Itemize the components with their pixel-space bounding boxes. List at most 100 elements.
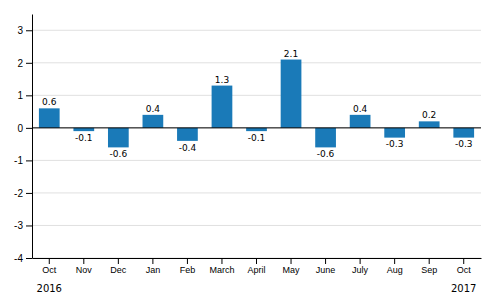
y-tick-label: -4 xyxy=(14,253,23,264)
data-label: -0.6 xyxy=(110,149,128,159)
x-tick-label: Sep xyxy=(421,265,437,275)
x-axis: Oct Nov Dec Jan Feb March April May June July Aug S… xyxy=(33,258,482,275)
x-tick: Jan xyxy=(146,258,161,275)
x-tick-mark xyxy=(360,258,361,264)
x-tick-label: Oct xyxy=(42,265,57,275)
data-label: 0.4 xyxy=(353,104,368,114)
x-tick: June xyxy=(316,258,336,275)
bar xyxy=(419,121,440,128)
y-tick: -1 xyxy=(14,155,32,166)
y-tick-mark xyxy=(26,30,32,31)
x-tick-mark xyxy=(325,258,326,264)
x-tick-label: July xyxy=(352,265,369,275)
x-tick-label: Oct xyxy=(457,265,472,275)
x-tick: May xyxy=(283,258,301,275)
y-tick-mark xyxy=(26,193,32,194)
year-label: 2017 xyxy=(451,283,476,294)
chart: -4 -3 -2 -1 0 1 2 3 Oct Nov Dec Jan Feb March April May… xyxy=(0,0,491,302)
data-label: 0.4 xyxy=(146,104,161,114)
bar xyxy=(108,128,129,148)
x-tick: Sep xyxy=(421,258,437,275)
x-tick-mark xyxy=(221,258,222,264)
x-tick: Oct xyxy=(457,258,472,275)
x-tick-label: April xyxy=(247,265,265,275)
y-tick-mark xyxy=(26,95,32,96)
grid-line xyxy=(32,95,481,96)
y-tick: 0 xyxy=(17,123,32,134)
y-tick-mark xyxy=(26,63,32,64)
x-tick-mark xyxy=(187,258,188,264)
bar xyxy=(177,128,198,141)
data-label: -0.3 xyxy=(455,139,473,149)
plot: -4 -3 -2 -1 0 1 2 3 Oct Nov Dec Jan Feb March April May… xyxy=(14,15,481,295)
x-tick: Aug xyxy=(387,258,403,275)
y-tick: -3 xyxy=(14,220,32,231)
x-tick-mark xyxy=(152,258,153,264)
grid xyxy=(32,30,481,258)
x-tick-label: Dec xyxy=(110,265,127,275)
x-tick: Dec xyxy=(110,258,127,275)
x-tick: March xyxy=(209,258,234,275)
grid-line xyxy=(32,225,481,226)
y-tick-label: -2 xyxy=(14,188,23,199)
y-tick-label: 2 xyxy=(17,58,23,69)
y-tick: -2 xyxy=(14,188,32,199)
data-label: 1.3 xyxy=(215,75,229,85)
x-tick-label: Feb xyxy=(180,265,196,275)
x-tick-label: June xyxy=(316,265,336,275)
y-tick-mark xyxy=(26,225,32,226)
grid-line xyxy=(32,160,481,161)
x-tick-label: March xyxy=(209,265,234,275)
data-label: 0.6 xyxy=(42,97,57,107)
x-tick-mark xyxy=(291,258,292,264)
y-axis: -4 -3 -2 -1 0 1 2 3 xyxy=(14,15,32,264)
y-tick-label: 3 xyxy=(17,25,23,36)
y-tick-mark xyxy=(26,258,32,259)
y-tick-label: 0 xyxy=(17,123,23,134)
bar xyxy=(39,108,60,128)
x-tick: Oct xyxy=(42,258,57,275)
bar xyxy=(212,86,233,128)
x-tick-mark xyxy=(83,258,84,264)
y-tick: 3 xyxy=(17,25,32,36)
x-tick-mark xyxy=(49,258,50,264)
data-label: -0.6 xyxy=(317,149,335,159)
year-label: 2016 xyxy=(37,283,62,294)
data-labels: 0.6 -0.1 -0.6 0.4 -0.4 1.3 -0.1 2.1 -0.6 0.4 -0.3 0… xyxy=(42,49,472,160)
data-label: -0.3 xyxy=(386,139,404,149)
bar xyxy=(350,115,371,128)
y-tick-label: 1 xyxy=(17,90,23,101)
bar xyxy=(384,128,405,138)
data-label: -0.1 xyxy=(248,133,266,143)
x-tick-mark xyxy=(394,258,395,264)
x-tick: July xyxy=(352,258,369,275)
grid-line xyxy=(32,62,481,63)
bar xyxy=(453,128,474,138)
y-tick: 2 xyxy=(17,58,32,69)
data-label: 0.2 xyxy=(422,110,436,120)
y-tick-mark xyxy=(26,160,32,161)
x-tick: Feb xyxy=(180,258,196,275)
grid-line xyxy=(32,192,481,193)
data-label: -0.4 xyxy=(179,143,197,153)
bar xyxy=(143,115,164,128)
y-tick-label: -1 xyxy=(14,155,23,166)
x-tick-mark xyxy=(463,258,464,264)
x-tick-mark xyxy=(118,258,119,264)
grid-line xyxy=(32,30,481,31)
zero-line xyxy=(32,127,481,128)
x-tick-label: Nov xyxy=(76,265,93,275)
y-tick: 1 xyxy=(17,90,32,101)
y-axis-line xyxy=(32,15,33,259)
grid-line xyxy=(32,127,481,128)
bar xyxy=(315,128,336,148)
x-tick: Nov xyxy=(76,258,93,275)
data-label: -0.1 xyxy=(75,133,93,143)
x-tick-label: May xyxy=(283,265,301,275)
bars xyxy=(39,60,474,148)
data-label: 2.1 xyxy=(284,49,298,59)
x-tick-label: Jan xyxy=(146,265,161,275)
x-tick: April xyxy=(247,258,265,275)
y-tick-mark xyxy=(26,128,32,129)
bar xyxy=(281,60,302,128)
